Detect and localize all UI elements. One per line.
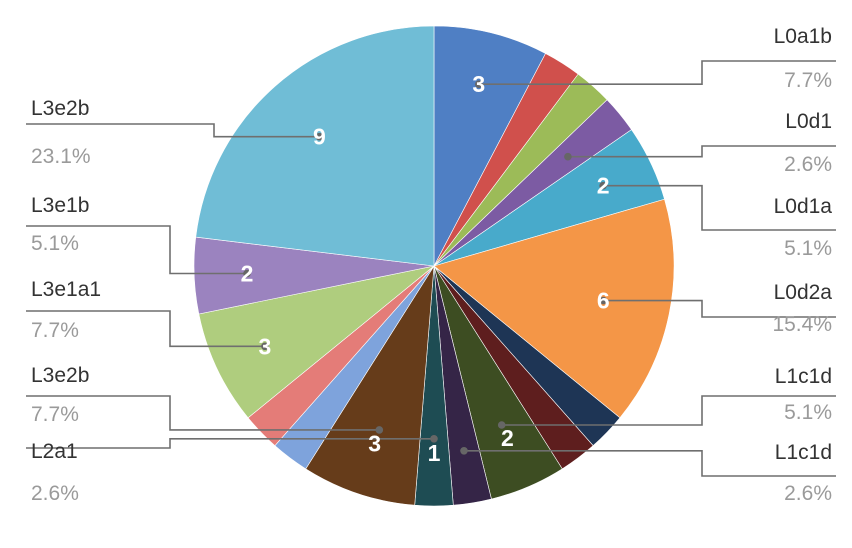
callout-L2a1: L2a1 2.6% bbox=[31, 440, 79, 505]
callout-percent: 2.6% bbox=[784, 153, 832, 176]
slice-value-0: 3 bbox=[472, 71, 485, 97]
leader-dot-3 bbox=[599, 296, 608, 305]
callout-L3e2b-b: L3e2b 7.7% bbox=[31, 364, 89, 426]
callout-percent: 5.1% bbox=[784, 401, 832, 424]
slice-value-11: 3 bbox=[368, 431, 381, 457]
leader-dot-0 bbox=[475, 80, 483, 88]
callout-name: L0d1 bbox=[785, 110, 832, 133]
leader-line-3 bbox=[603, 299, 836, 318]
leader-line-5 bbox=[464, 449, 836, 477]
callout-name: L0a1b bbox=[774, 25, 832, 48]
callout-L0d2a: L0d2a 15.4% bbox=[772, 281, 832, 336]
callout-name: L3e1a1 bbox=[31, 278, 101, 301]
callout-L1c1d-b: L1c1d 2.6% bbox=[775, 441, 832, 505]
callout-percent: 2.6% bbox=[784, 482, 832, 505]
slice-value-10: 1 bbox=[428, 440, 441, 466]
callout-name: L0d2a bbox=[774, 281, 833, 304]
callout-L0d1: L0d1 2.6% bbox=[784, 110, 832, 176]
callout-percent: 7.7% bbox=[784, 69, 832, 92]
leader-line-7 bbox=[26, 225, 247, 275]
callout-name: L1c1d bbox=[775, 365, 832, 388]
slice-value-5: 6 bbox=[597, 288, 610, 314]
callout-L3e2b-a: L3e2b 23.1% bbox=[31, 97, 91, 168]
callout-percent: 2.6% bbox=[31, 482, 79, 505]
pie-slice-11 bbox=[305, 265, 435, 506]
leader-line-8 bbox=[26, 310, 265, 348]
callout-name: L3e2b bbox=[31, 364, 89, 387]
leader-dot-2 bbox=[599, 181, 607, 190]
pie-slice-0 bbox=[433, 25, 546, 267]
leader-line-6 bbox=[26, 123, 320, 138]
callout-L1c1d-a: L1c1d 5.1% bbox=[775, 365, 832, 424]
leader-dot-5 bbox=[460, 447, 468, 455]
callout-L0a1b: L0a1b 7.7% bbox=[774, 25, 832, 92]
leader-dot-1 bbox=[564, 152, 572, 161]
leader-line-9 bbox=[26, 395, 380, 431]
callout-name: L3e2b bbox=[31, 97, 89, 120]
callout-percent: 15.4% bbox=[772, 313, 832, 336]
pie-slices bbox=[193, 25, 675, 507]
leader-dot-8 bbox=[261, 342, 269, 351]
slice-value-4: 2 bbox=[597, 173, 610, 199]
callout-percent: 7.7% bbox=[31, 403, 79, 426]
pie-slice-14 bbox=[198, 265, 435, 419]
callout-L3e1b: L3e1b 5.1% bbox=[31, 194, 89, 255]
callout-anchor-dots bbox=[243, 80, 608, 455]
callout-leaders bbox=[26, 60, 836, 477]
pie-slice-5 bbox=[433, 198, 675, 419]
leader-dot-6 bbox=[315, 132, 324, 141]
leader-line-4 bbox=[501, 395, 836, 426]
slice-value-14: 3 bbox=[259, 333, 272, 359]
leader-dot-7 bbox=[243, 269, 251, 278]
leader-line-1 bbox=[567, 145, 836, 158]
leader-line-10 bbox=[26, 437, 434, 449]
leader-line-2 bbox=[603, 184, 836, 231]
slice-value-8: 2 bbox=[501, 425, 514, 451]
callout-percent: 5.1% bbox=[784, 237, 832, 260]
slice-value-labels: 3 2 6 2 1 3 3 2 9 bbox=[241, 71, 610, 466]
callout-L3e1a1: L3e1a1 7.7% bbox=[31, 278, 101, 342]
callout-percent: 5.1% bbox=[31, 232, 79, 255]
slice-value-15: 2 bbox=[241, 261, 254, 287]
callout-name: L3e1b bbox=[31, 194, 89, 217]
callout-name: L1c1d bbox=[775, 441, 832, 464]
leader-dot-4 bbox=[497, 421, 506, 429]
callout-percent: 23.1% bbox=[31, 145, 91, 168]
callout-L0d1a: L0d1a 5.1% bbox=[774, 195, 833, 260]
callout-name: L2a1 bbox=[31, 440, 78, 463]
slice-value-16: 9 bbox=[313, 124, 326, 150]
callout-percent: 7.7% bbox=[31, 319, 79, 342]
callout-name: L0d1a bbox=[774, 195, 833, 218]
leader-line-0 bbox=[478, 60, 836, 85]
leader-dot-9 bbox=[375, 426, 384, 434]
leader-dot-10 bbox=[430, 435, 438, 443]
pie-slice-16 bbox=[195, 25, 435, 267]
